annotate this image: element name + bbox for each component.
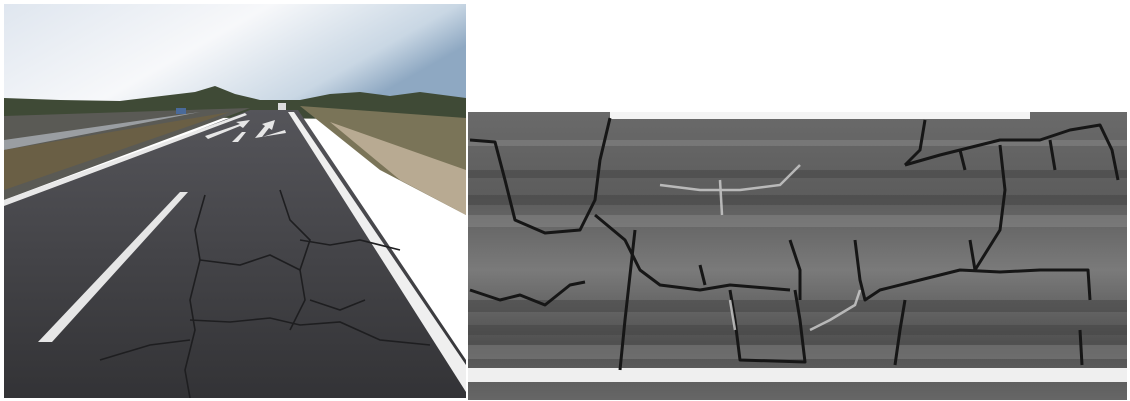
photo-pair <box>0 0 1130 401</box>
truck <box>278 103 286 110</box>
road-photo <box>4 4 466 398</box>
page: (() => { const data = JSON.parse(documen… <box>0 0 1130 401</box>
lane-line-bottom <box>468 368 1127 382</box>
sky <box>4 4 466 108</box>
car <box>176 108 186 114</box>
pavement-scan <box>468 112 1127 400</box>
lane-line-top <box>610 112 1030 119</box>
